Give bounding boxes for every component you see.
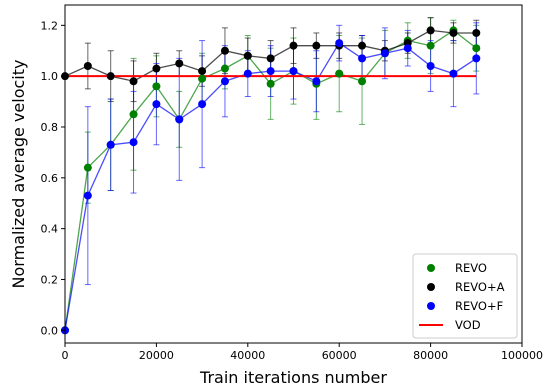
data-point: [289, 67, 298, 76]
data-point: [220, 64, 229, 73]
data-point: [129, 77, 138, 86]
data-point: [152, 100, 161, 109]
data-point: [106, 72, 115, 81]
plot-frame: [64, 4, 523, 344]
data-point: [152, 82, 161, 91]
legend-marker: [427, 264, 435, 272]
y-tick-label: 0.0: [41, 324, 59, 337]
data-point: [243, 51, 252, 60]
data-point: [449, 69, 458, 78]
data-point: [335, 69, 344, 78]
y-tick-label: 0.6: [41, 172, 59, 185]
data-point: [175, 115, 184, 124]
y-tick-label: 1.0: [41, 70, 59, 83]
legend-marker: [427, 283, 435, 291]
data-point: [472, 44, 481, 53]
data-point: [129, 110, 138, 119]
data-point: [426, 26, 435, 35]
legend-entry-revo-f: REVO+F: [427, 299, 503, 313]
data-point: [358, 54, 367, 63]
legend-marker: [427, 302, 435, 310]
plot-area: [61, 17, 481, 335]
x-tick-label: 20000: [139, 349, 174, 362]
data-point: [289, 41, 298, 50]
data-point: [426, 41, 435, 50]
data-point: [83, 163, 92, 172]
legend-entry-vod: VOD: [419, 318, 481, 332]
legend-entry-revo-a: REVO+A: [427, 280, 505, 294]
y-tick-label: 0.4: [41, 223, 59, 236]
x-tick-label: 100000: [501, 349, 543, 362]
legend-label: REVO+F: [455, 299, 503, 313]
axis-ticks: 0 20000 40000 60000 80000 100000 0.0 0.2 0.4 0.6 0…: [41, 19, 544, 362]
legend-label: VOD: [455, 318, 481, 332]
data-point: [472, 54, 481, 63]
y-tick-label: 0.8: [41, 121, 59, 134]
data-point: [198, 74, 207, 83]
data-point: [426, 61, 435, 70]
x-axis-title: Train iterations number: [199, 368, 387, 387]
x-tick-label: 40000: [230, 349, 265, 362]
legend-entry-revo: REVO: [427, 261, 487, 275]
data-point: [198, 67, 207, 76]
data-point: [335, 39, 344, 48]
data-point: [403, 44, 412, 53]
data-point: [358, 77, 367, 86]
data-point: [266, 54, 275, 63]
y-tick-label: 0.2: [41, 273, 59, 286]
data-point: [312, 41, 321, 50]
data-point: [220, 46, 229, 55]
data-point: [83, 61, 92, 70]
data-point: [220, 77, 229, 86]
x-tick-label: 60000: [322, 349, 357, 362]
x-tick-label: 80000: [413, 349, 448, 362]
series-markers-revo-f: [61, 39, 481, 335]
y-tick-label: 1.2: [41, 19, 59, 32]
data-point: [129, 138, 138, 147]
data-point: [198, 100, 207, 109]
legend-label: REVO: [455, 261, 487, 275]
data-point: [152, 64, 161, 73]
data-point: [266, 79, 275, 88]
data-point: [312, 77, 321, 86]
data-point: [380, 49, 389, 58]
x-tick-label: 0: [62, 349, 69, 362]
data-point: [358, 41, 367, 50]
data-point: [106, 140, 115, 149]
data-point: [83, 191, 92, 200]
legend: REVO REVO+A REVO+F VOD: [412, 253, 518, 339]
data-point: [266, 67, 275, 76]
data-point: [449, 28, 458, 37]
legend-label: REVO+A: [455, 280, 505, 294]
series-markers-revo-a: [61, 26, 481, 86]
data-point: [175, 59, 184, 68]
y-axis-title: Normalized average velocity: [9, 60, 28, 289]
data-point: [243, 69, 252, 78]
data-point: [472, 28, 481, 37]
legend-box: [412, 253, 518, 339]
